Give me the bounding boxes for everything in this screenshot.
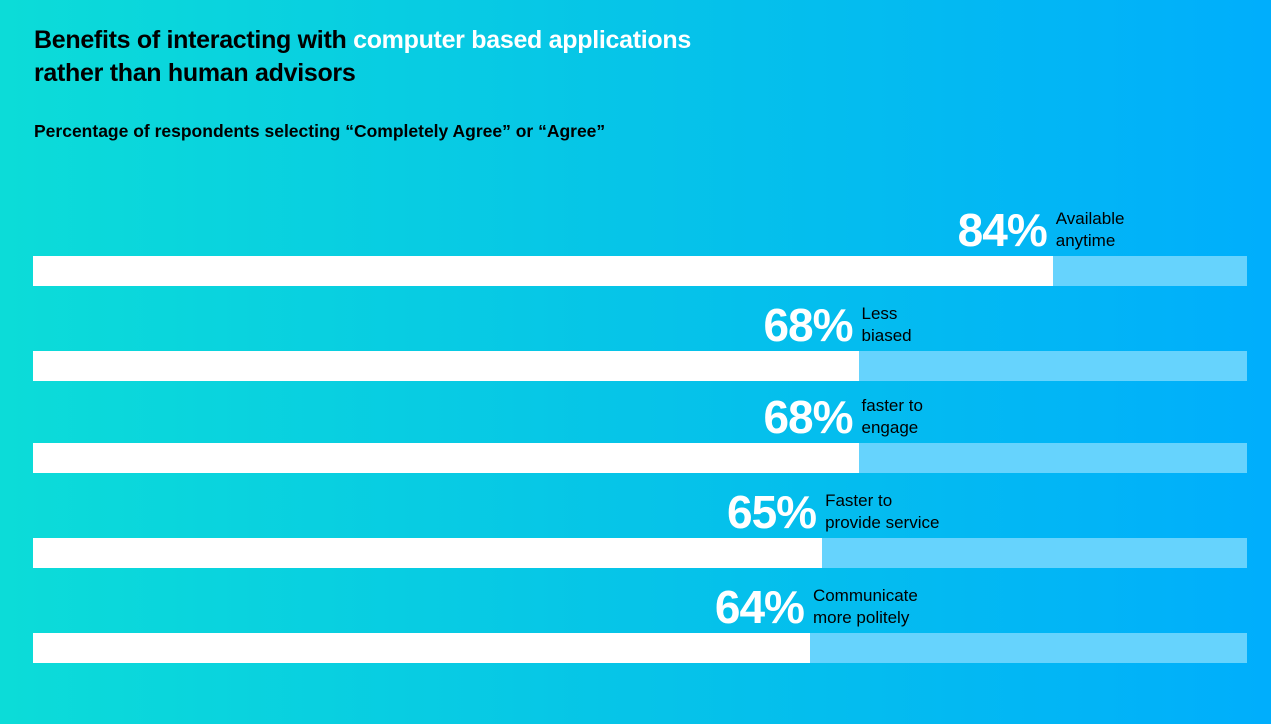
bar-fill <box>33 256 1053 286</box>
category-label-line: Less <box>861 304 898 323</box>
category-label-line: Available <box>1055 209 1125 228</box>
bar-fill <box>33 633 810 663</box>
bar-value-label: 84% <box>957 204 1048 256</box>
bar-category-label: Available anytime <box>1056 208 1256 252</box>
bar-fill <box>33 443 859 473</box>
title-highlight: computer based applications <box>353 26 691 54</box>
bar-fill <box>33 538 823 568</box>
bar-track <box>33 538 1247 568</box>
bar-track <box>33 351 1247 381</box>
chart-subtitle: Percentage of respondents selecting “Com… <box>34 121 606 141</box>
category-label-line: Faster to <box>825 491 893 510</box>
bar-value-label: 64% <box>714 581 805 633</box>
title-suffix: rather than human advisors <box>34 59 356 87</box>
category-label-line: engage <box>861 418 919 437</box>
category-label-line: more politely <box>812 608 910 627</box>
category-label-line: faster to <box>861 396 923 415</box>
title-prefix: Benefits of interacting with <box>34 26 354 54</box>
category-label-line: Communicate <box>812 586 918 605</box>
bar-fill <box>33 351 859 381</box>
bar-track <box>33 443 1247 473</box>
category-label-line: biased <box>861 326 912 345</box>
category-label-line: anytime <box>1055 231 1116 250</box>
bar-track <box>33 256 1247 286</box>
bar-value-label: 68% <box>763 391 853 443</box>
bar-track <box>33 633 1247 663</box>
bar-category-label: faster to engage <box>862 395 1062 439</box>
bar-category-label: Less biased <box>862 303 1062 347</box>
bar-category-label: Communicate more politely <box>813 585 1013 629</box>
bar-value-label: 65% <box>727 486 817 538</box>
chart-title: Benefits of interacting with computer ba… <box>34 24 934 90</box>
bar-value-label: 68% <box>763 299 853 351</box>
bar-category-label: Faster to provide service <box>825 490 1025 534</box>
category-label-line: provide service <box>825 513 940 532</box>
